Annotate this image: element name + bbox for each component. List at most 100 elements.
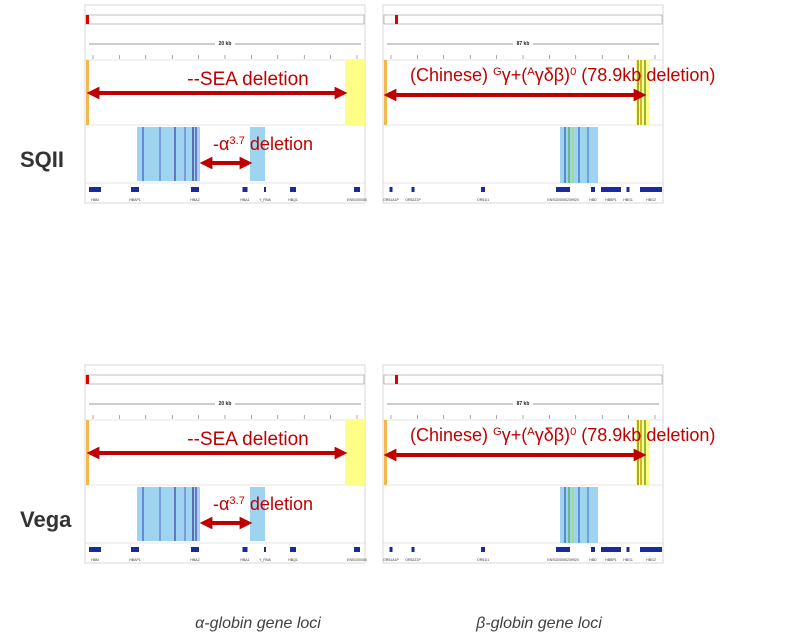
gene-label: HBA2	[190, 198, 199, 202]
annotation-part: γ+(	[502, 425, 528, 445]
annotation-part: γδβ)	[535, 65, 570, 85]
row-label: Vega	[20, 507, 72, 532]
annotation-superscript: G	[493, 426, 502, 438]
locus-bar	[86, 15, 364, 24]
gene	[640, 547, 662, 552]
annotation-part: (Chinese)	[410, 425, 493, 445]
gene-label: HBBP1	[605, 558, 617, 562]
gene	[264, 187, 266, 192]
gene	[354, 547, 360, 552]
gene	[601, 187, 621, 192]
gene	[627, 547, 630, 552]
gene-label: Y_RNA	[259, 198, 271, 202]
gene-label: HBA1	[240, 198, 249, 202]
annotation: -α3.7 deletion	[213, 494, 313, 514]
gene	[412, 547, 415, 552]
panel	[383, 5, 663, 203]
gene-label: OR51A1P	[383, 198, 399, 202]
annotation-superscript: 3.7	[229, 135, 245, 147]
gene-label: Y_RNA	[259, 558, 271, 562]
gene-label: HBAP1	[129, 198, 141, 202]
gene	[264, 547, 266, 552]
gene	[390, 547, 393, 552]
gene-label: HBBP1	[605, 198, 617, 202]
gene	[556, 187, 570, 192]
gene-label: HBG2	[646, 558, 656, 562]
gene	[390, 187, 393, 192]
coverage-edge	[86, 420, 89, 485]
blue-block	[137, 127, 200, 181]
gene-label: HBG1	[623, 558, 633, 562]
gene-label: HBQ1	[288, 198, 298, 202]
coverage-edge	[384, 60, 387, 125]
annotation-part: -α	[213, 494, 229, 514]
locus-marker	[86, 375, 89, 384]
gene	[627, 187, 630, 192]
gene-label: HBAP1	[129, 558, 141, 562]
gene-label: OR52Z1P	[405, 558, 421, 562]
gene	[131, 547, 139, 552]
gene-label: HBM	[91, 198, 99, 202]
gene	[243, 187, 248, 192]
gene-label: HBQ1	[288, 558, 298, 562]
annotation-part: (78.9kb deletion)	[576, 65, 715, 85]
annotation-superscript: 3.7	[229, 495, 245, 507]
gene-label: HBA1	[240, 558, 249, 562]
gene	[290, 187, 296, 192]
gene	[591, 187, 595, 192]
annotation-part: γδβ)	[535, 425, 570, 445]
gene	[243, 547, 248, 552]
gene-label: ENSG00000239920	[547, 198, 578, 202]
scale-label: 20 kb	[219, 401, 232, 407]
gene	[556, 547, 570, 552]
caption: β-globin gene loci	[475, 615, 602, 632]
gene	[481, 547, 485, 552]
gene	[89, 547, 101, 552]
gene	[601, 547, 621, 552]
annotation: (Chinese) Gγ+(Aγδβ)0 (78.9kb deletion)	[410, 65, 715, 85]
gene	[591, 547, 595, 552]
gene	[89, 187, 101, 192]
yellow-block	[345, 60, 365, 125]
annotation-part: (78.9kb deletion)	[576, 425, 715, 445]
gene	[640, 187, 662, 192]
panel	[85, 365, 365, 563]
annotation-part: deletion	[245, 494, 313, 514]
locus-bar	[384, 15, 662, 24]
locus-marker	[86, 15, 89, 24]
annotation: -α3.7 deletion	[213, 134, 313, 154]
locus-marker	[395, 15, 398, 24]
annotation-part: -α	[213, 134, 229, 154]
yellow-block	[345, 420, 365, 485]
annotation-part: deletion	[245, 134, 313, 154]
locus-marker	[395, 375, 398, 384]
blue-block	[137, 487, 200, 541]
gene-label: HBD	[589, 198, 597, 202]
row-label: SQII	[20, 147, 64, 172]
gene	[191, 187, 199, 192]
gene-label: HBM	[91, 558, 99, 562]
annotation-part: (Chinese)	[410, 65, 493, 85]
annotation-superscript: G	[493, 66, 502, 78]
scale-label: 20 kb	[219, 41, 232, 47]
coverage-edge	[86, 60, 89, 125]
locus-bar	[384, 375, 662, 384]
locus-bar	[86, 375, 364, 384]
gene-label: OR51A1P	[383, 558, 399, 562]
annotation-part: γ+(	[502, 65, 528, 85]
annotation: (Chinese) Gγ+(Aγδβ)0 (78.9kb deletion)	[410, 425, 715, 445]
figure: α-globin gene loci β-globin gene loci 20…	[0, 0, 797, 636]
gene	[191, 547, 199, 552]
gene-label: HBG2	[646, 198, 656, 202]
gene	[290, 547, 296, 552]
panel	[85, 5, 365, 203]
gene-label: OR51I1	[477, 558, 489, 562]
gene	[131, 187, 139, 192]
gene-label: ENSG00000	[347, 558, 367, 562]
gene-label: HBA2	[190, 558, 199, 562]
scale-label: 87 kb	[517, 41, 530, 47]
gene	[354, 187, 360, 192]
gene-label: HBD	[589, 558, 597, 562]
gene-label: HBG1	[623, 198, 633, 202]
caption: α-globin gene loci	[195, 615, 321, 632]
